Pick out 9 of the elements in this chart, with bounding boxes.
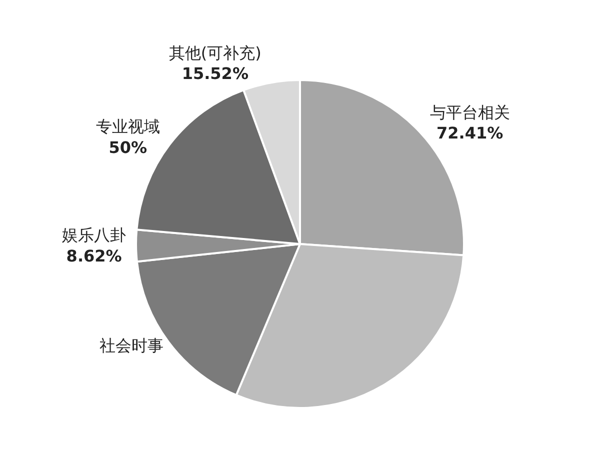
slice-label: 社会时事 [100,336,164,355]
slice-label: 与平台相关 [430,102,510,122]
data-label: 72.41% [436,124,504,143]
slice-label: 专业视域 [96,117,160,136]
data-label: 15.52% [182,64,248,84]
slice-label: 其他(可补充) [168,43,262,62]
slice-label: 娱乐八卦 [62,226,126,245]
data-label: 8.62% [66,246,122,266]
data-label: 50% [108,138,147,157]
